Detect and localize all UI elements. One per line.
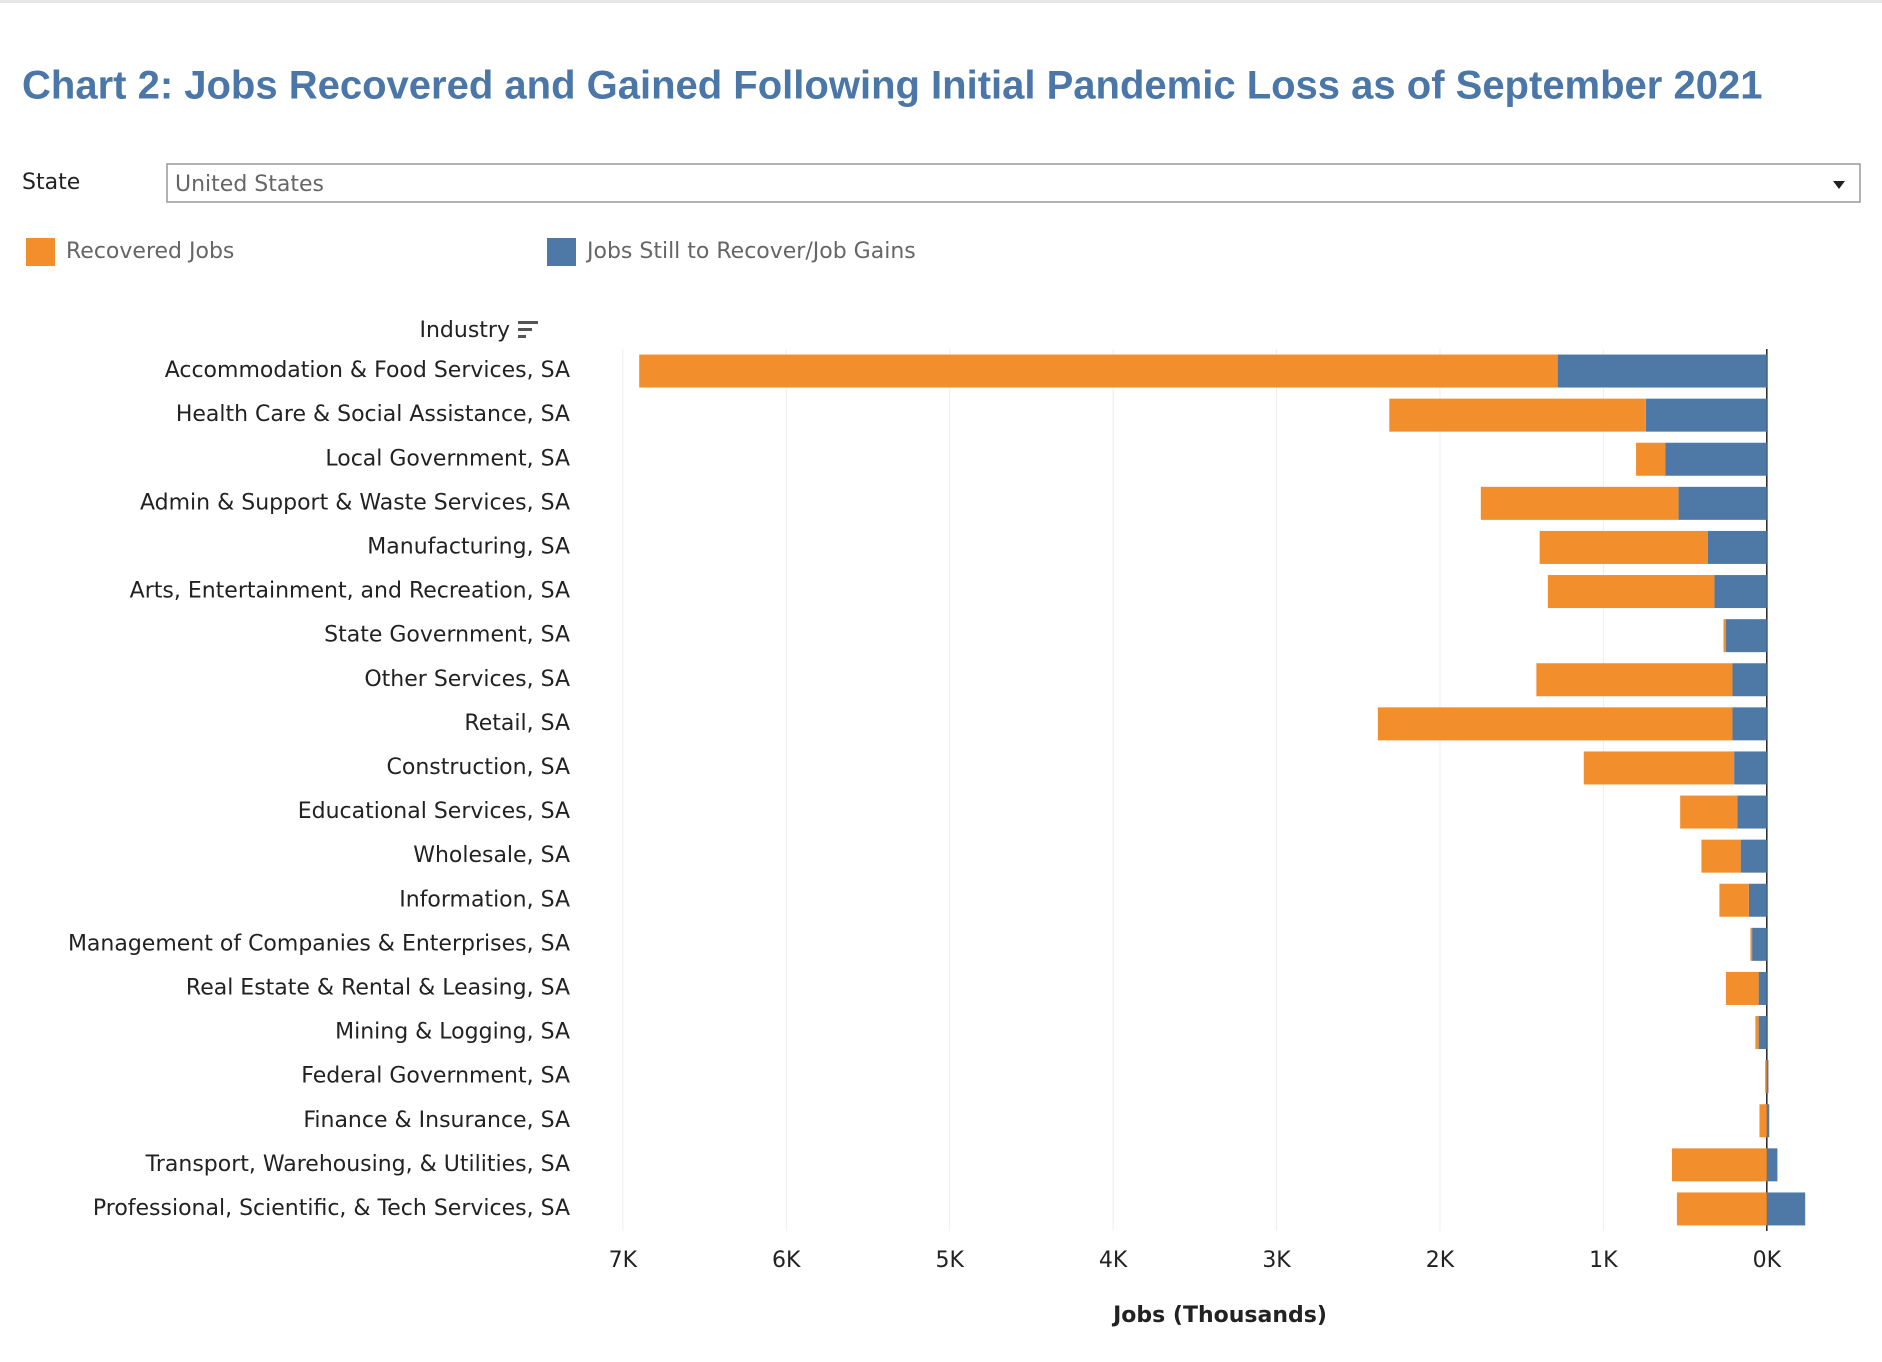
bar [1680,795,1738,829]
x-tick-label: 7K [609,1248,638,1273]
bar [1536,663,1733,697]
bar [1766,1192,1806,1226]
y-tick-label: Educational Services, SA [298,799,570,824]
chart-title: Chart 2: Jobs Recovered and Gained Follo… [22,64,1762,108]
bar [1758,1016,1767,1050]
bar [1714,575,1767,609]
bar [1758,971,1767,1005]
y-tick-label: Other Services, SA [364,667,570,692]
bar [1750,927,1753,961]
bar [1748,883,1767,917]
x-tick-label: 2K [1426,1248,1455,1273]
x-tick-label: 0K [1753,1248,1782,1273]
bar [1678,486,1767,520]
bar [1636,442,1666,476]
legend-swatch [26,238,55,266]
bar [1676,1192,1767,1226]
legend-label: Recovered Jobs [66,239,234,264]
y-tick-label: Arts, Entertainment, and Recreation, SA [130,579,570,604]
bar [1732,663,1767,697]
x-tick-label: 1K [1589,1248,1618,1273]
y-tick-label: Wholesale, SA [413,843,570,868]
y-tick-label: Construction, SA [387,755,571,780]
legend-swatch [547,238,576,266]
x-axis-title: Jobs (Thousands) [1111,1303,1327,1328]
y-tick-label: Federal Government, SA [301,1064,570,1089]
bar [1723,619,1726,653]
x-tick-label: 3K [1262,1248,1291,1273]
bar [1707,530,1767,564]
bar [1734,751,1767,785]
bar [1725,619,1767,653]
bar [1583,751,1735,785]
sort-icon-bar[interactable] [518,335,526,338]
sort-icon-bar[interactable] [518,328,532,331]
y-tick-label: Real Estate & Rental & Leasing, SA [186,975,570,1000]
y-tick-label: Mining & Logging, SA [335,1020,570,1045]
x-tick-label: 6K [772,1248,801,1273]
y-tick-label: Local Government, SA [325,446,570,471]
bar [1645,398,1767,432]
bar [1752,927,1767,961]
y-tick-label: Transport, Warehousing, & Utilities, SA [145,1152,570,1177]
bar [1389,398,1646,432]
y-tick-label: Management of Companies & Enterprises, S… [68,931,570,956]
dropdown-value[interactable]: United States [175,172,324,197]
legend: Recovered Jobs Jobs Still to Recover/Job … [26,238,916,266]
bar [1732,707,1767,741]
y-tick-label: Health Care & Social Assistance, SA [176,402,570,427]
bar [1766,1148,1778,1182]
bar [1701,839,1741,873]
bar [1759,1104,1767,1138]
x-tick-label: 4K [1099,1248,1128,1273]
y-tick-label: Manufacturing, SA [367,534,570,559]
bar [1557,354,1767,388]
y-tick-label: Information, SA [399,887,570,912]
y-tick-label: Accommodation & Food Services, SA [165,358,570,383]
bar [1737,795,1767,829]
y-axis-title: Industry [420,318,511,343]
bar [1725,971,1759,1005]
bar [1665,442,1767,476]
bar [1539,530,1708,564]
bar [639,354,1558,388]
filter-dropdown[interactable]: United States [166,163,1861,203]
bar [1480,486,1679,520]
dropdown-arrow[interactable] [1833,181,1845,189]
y-tick-label: Professional, Scientific, & Tech Service… [93,1196,570,1221]
y-tick-label: Finance & Insurance, SA [303,1108,570,1133]
bar [1672,1148,1767,1182]
y-tick-label: State Government, SA [324,623,570,648]
bar [1755,1016,1759,1050]
bar [1377,707,1733,741]
bar [1766,1104,1770,1138]
x-tick-label: 5K [935,1248,964,1273]
dropdown-box[interactable] [166,163,1861,203]
y-tick-label: Retail, SA [464,711,570,736]
top-border [0,0,1882,3]
legend-label: Jobs Still to Recover/Job Gains [585,239,916,264]
bar [1765,1060,1767,1094]
y-tick-label: Admin & Support & Waste Services, SA [140,490,570,515]
bar [1740,839,1767,873]
sort-icon[interactable] [518,321,538,338]
sort-icon-bar[interactable] [518,321,538,324]
bar [1547,575,1715,609]
bar [1766,1060,1769,1094]
filter-label: State [22,170,80,195]
bar [1719,883,1749,917]
